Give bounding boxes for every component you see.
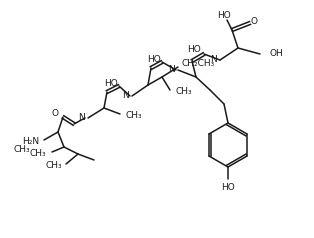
- Text: N: N: [78, 114, 85, 123]
- Text: O: O: [51, 109, 58, 119]
- Text: N: N: [168, 64, 175, 74]
- Text: CH₃: CH₃: [14, 145, 30, 154]
- Text: CH₃: CH₃: [175, 88, 192, 96]
- Text: N: N: [210, 55, 217, 64]
- Text: HO: HO: [147, 55, 161, 64]
- Text: N: N: [122, 91, 129, 100]
- Text: HO: HO: [217, 11, 231, 20]
- Text: OH: OH: [270, 50, 284, 59]
- Text: O: O: [251, 16, 257, 25]
- Text: CH₂CH₃: CH₂CH₃: [182, 60, 215, 69]
- Text: HO: HO: [187, 45, 201, 54]
- Text: HO: HO: [221, 183, 235, 192]
- Text: HO: HO: [104, 79, 118, 88]
- Text: CH₃: CH₃: [126, 110, 143, 119]
- Text: H₂N: H₂N: [22, 137, 39, 145]
- Text: CH₃: CH₃: [30, 149, 46, 159]
- Text: CH₃: CH₃: [46, 162, 62, 170]
